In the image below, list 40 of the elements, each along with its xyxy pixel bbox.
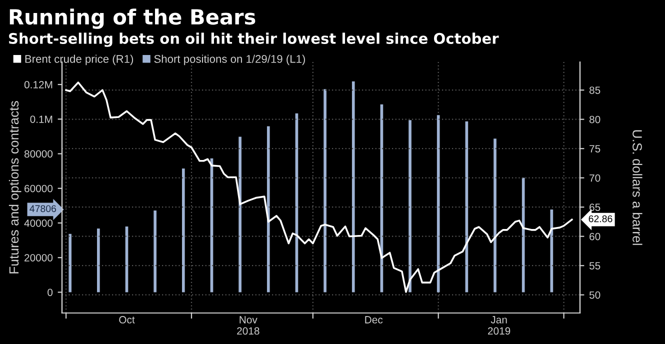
bar — [182, 168, 185, 292]
y2-tick-label: 55 — [589, 262, 600, 270]
y2-tick-label: 70 — [590, 174, 600, 182]
bar — [436, 115, 440, 292]
y2-axis-title: U.S. dollars a barrel — [632, 130, 642, 245]
x-tick-label: Oct — [119, 316, 135, 324]
bar — [238, 136, 242, 292]
bar — [408, 120, 412, 292]
y2-tick-label: 50 — [589, 291, 600, 299]
bar — [494, 138, 496, 292]
data-label: 62.86 — [588, 215, 612, 222]
chart-title: Running of the Bears — [10, 8, 256, 29]
text: 47806 — [30, 205, 56, 212]
y-tick-label: 0.12M — [24, 81, 52, 88]
legend-label: Short positions on 1/29/19 (L1) — [154, 54, 305, 66]
y-tick-label: 40000 — [24, 219, 53, 227]
y2-tick-label: 65 — [590, 204, 600, 211]
bar — [97, 228, 100, 292]
bar — [154, 210, 156, 292]
y-tick-label: 0.1M — [30, 116, 52, 123]
y2-tick-label: 80 — [589, 116, 600, 124]
bar — [266, 126, 270, 292]
x-tick-label: Jan 2019 — [488, 316, 510, 335]
chart-subtitle: Short-selling bets on oil hit their lowest level since October — [9, 32, 499, 47]
y-tick-label: 20000 — [24, 254, 53, 262]
y-tick-label: 0 — [48, 288, 53, 296]
bar — [68, 234, 72, 292]
x-tick-label: Nov 2018 — [237, 316, 260, 335]
y-tick-label: 60000 — [24, 184, 53, 192]
legend-label: Brent crude price (R1) — [25, 54, 134, 66]
y2-tick-label: 75 — [590, 145, 600, 152]
x-tick-label: Dec — [365, 316, 383, 324]
y-tick-label: 80000 — [24, 150, 53, 158]
bar — [324, 89, 326, 292]
bar — [352, 81, 355, 292]
line-series — [65, 82, 573, 293]
y2-tick-label: 60 — [590, 232, 600, 240]
bar — [522, 178, 525, 292]
y2-tick-label: 85 — [589, 86, 600, 94]
y-axis-title: Futures and options contracts — [8, 101, 22, 274]
